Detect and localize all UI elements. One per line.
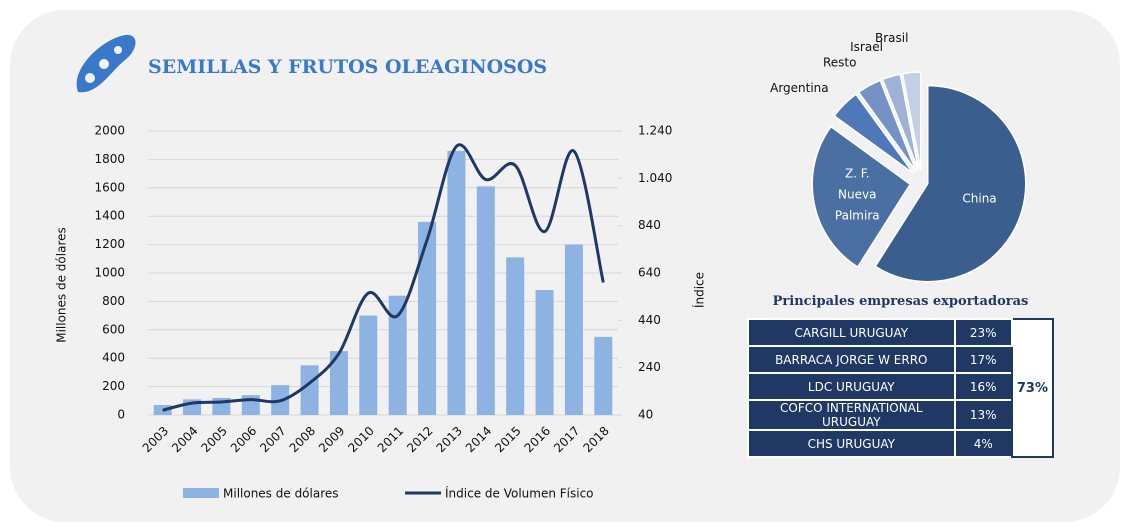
pie-slice [901,71,922,171]
line [162,143,605,412]
y2-tick-label: 440 [638,313,661,327]
pie-label: Israel [850,40,883,54]
table: CARGILL URUGUAY 23% 73% BARRACA JORGE W ERR… [747,318,1055,458]
table-row: COFCO INTERNATIONAL URUGUAY 13% [747,399,1053,431]
bar [476,186,495,415]
logo [76,34,136,93]
bar [594,336,613,415]
y-tick-label: 1600 [94,180,125,194]
table-row: CARGILL URUGUAY 23% 73% [747,318,1055,458]
bar [388,295,407,415]
company-cell: CHS URUGUAY [747,429,956,458]
company-cell: COFCO INTERNATIONAL URUGUAY [747,399,956,431]
y2-tick-label: 640 [638,266,661,280]
y-tick-label: 400 [102,351,125,365]
bar [418,221,437,415]
y2-tick-label: 40 [638,408,653,422]
legend-swatch [183,488,219,498]
y-tick-label: 1800 [94,152,125,166]
y-tick-label: 1200 [94,237,125,251]
y-tick-label: 1400 [94,209,125,223]
bar [564,244,583,415]
share-cell: 17% [953,345,1013,374]
y2-tick-label: 240 [638,360,661,374]
table-title: Principales empresas exportadoras [772,294,1029,309]
y2-tick-label: 1.240 [638,124,672,138]
bar [359,315,378,415]
pie-label: Brasil [875,31,908,45]
pie-slice [874,84,1027,283]
bar [535,290,554,415]
pie-slice [881,73,920,171]
pie-label: Resto [823,55,856,69]
pie-label: China [962,191,996,205]
y-tick-label: 0 [117,408,125,422]
bar [241,395,260,415]
pie-slice [857,79,917,172]
bar [300,365,319,415]
legend-label: Millones de dólares [223,487,339,501]
title: SEMILLAS Y FRUTOS OLEAGINOSOS [148,56,547,78]
share-cell: 16% [953,372,1013,401]
table-row: BARRACA JORGE W ERRO 17% [747,345,1053,374]
table-row: LDC URUGUAY 16% [747,372,1053,401]
y-tick-label: 800 [102,294,125,308]
y-tick-label: 200 [102,379,125,393]
pie-label: Argentina [770,81,829,95]
pie-slice [811,125,912,269]
bar [329,351,348,415]
y-axis-label: Millones de dólares [55,227,69,343]
share-cell: 13% [953,399,1013,431]
company-cell: BARRACA JORGE W ERRO [747,345,956,374]
total-cell: 73% [1010,318,1055,458]
bar [506,257,525,415]
pie-label: Z. F. Nueva Palmira [835,166,880,222]
y-tick-label: 600 [102,322,125,336]
y-tick-label: 2000 [94,124,125,138]
table-row: CHS URUGUAY 4% [747,429,1053,458]
pie-slice [833,93,915,175]
y2-tick-label: 840 [638,218,661,232]
y-tick-label: 1000 [94,266,125,280]
y2-tick-label: 1.040 [638,171,672,185]
bar [447,150,466,415]
company-cell: CARGILL URUGUAY [747,318,956,347]
y2-axis-label: Índice [692,272,707,308]
company-cell: LDC URUGUAY [747,372,956,401]
share-cell: 4% [953,429,1013,458]
share-cell: 23% [953,318,1013,347]
legend-label: Índice de Volumen Físico [445,486,594,501]
